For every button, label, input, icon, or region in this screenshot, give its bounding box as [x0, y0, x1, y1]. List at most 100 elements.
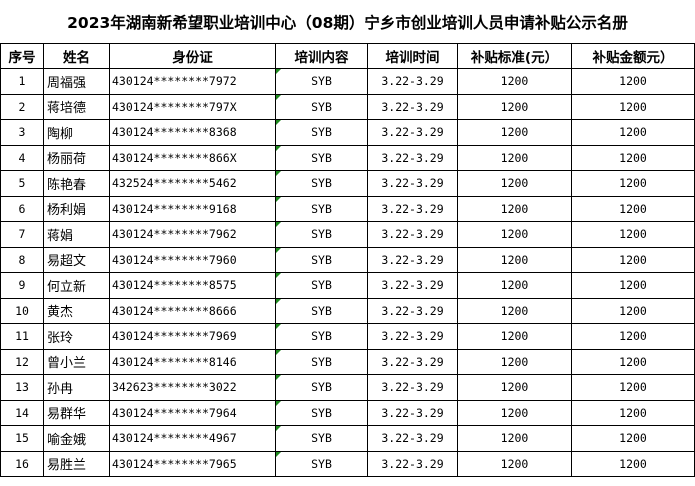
cell-standard[interactable]: 1200: [457, 399, 572, 426]
cell-id[interactable]: 430124********797X: [109, 93, 276, 120]
cell-no[interactable]: 12: [0, 348, 44, 375]
cell-standard[interactable]: 1200: [457, 195, 572, 222]
cell-name[interactable]: 孙冉: [43, 374, 110, 401]
cell-standard[interactable]: 1200: [457, 221, 572, 248]
cell-id[interactable]: 430124********4967: [109, 425, 276, 452]
cell-period[interactable]: 3.22-3.29: [367, 323, 458, 350]
cell-period[interactable]: 3.22-3.29: [367, 221, 458, 248]
cell-course[interactable]: SYB: [275, 374, 368, 401]
cell-name[interactable]: 蒋娟: [43, 221, 110, 248]
cell-amount[interactable]: 1200: [571, 399, 695, 426]
cell-amount[interactable]: 1200: [571, 170, 695, 197]
cell-amount[interactable]: 1200: [571, 374, 695, 401]
cell-course[interactable]: SYB: [275, 221, 368, 248]
cell-period[interactable]: 3.22-3.29: [367, 93, 458, 120]
cell-period[interactable]: 3.22-3.29: [367, 425, 458, 452]
cell-name[interactable]: 杨利娟: [43, 195, 110, 222]
cell-course[interactable]: SYB: [275, 272, 368, 299]
cell-amount[interactable]: 1200: [571, 297, 695, 324]
cell-standard[interactable]: 1200: [457, 68, 572, 95]
cell-standard[interactable]: 1200: [457, 272, 572, 299]
cell-amount[interactable]: 1200: [571, 272, 695, 299]
cell-period[interactable]: 3.22-3.29: [367, 399, 458, 426]
cell-period[interactable]: 3.22-3.29: [367, 119, 458, 146]
cell-no[interactable]: 14: [0, 399, 44, 426]
cell-no[interactable]: 13: [0, 374, 44, 401]
cell-amount[interactable]: 1200: [571, 195, 695, 222]
cell-no[interactable]: 8: [0, 246, 44, 273]
cell-name[interactable]: 曾小兰: [43, 348, 110, 375]
cell-name[interactable]: 何立新: [43, 272, 110, 299]
cell-standard[interactable]: 1200: [457, 170, 572, 197]
cell-course[interactable]: SYB: [275, 144, 368, 171]
cell-id[interactable]: 430124********8146: [109, 348, 276, 375]
cell-name[interactable]: 杨丽荷: [43, 144, 110, 171]
cell-amount[interactable]: 1200: [571, 68, 695, 95]
cell-standard[interactable]: 1200: [457, 323, 572, 350]
cell-course[interactable]: SYB: [275, 425, 368, 452]
cell-period[interactable]: 3.22-3.29: [367, 144, 458, 171]
cell-no[interactable]: 10: [0, 297, 44, 324]
cell-amount[interactable]: 1200: [571, 425, 695, 452]
cell-standard[interactable]: 1200: [457, 119, 572, 146]
cell-name[interactable]: 张玲: [43, 323, 110, 350]
cell-amount[interactable]: 1200: [571, 93, 695, 120]
cell-course[interactable]: SYB: [275, 68, 368, 95]
cell-period[interactable]: 3.22-3.29: [367, 297, 458, 324]
cell-amount[interactable]: 1200: [571, 221, 695, 248]
cell-amount[interactable]: 1200: [571, 348, 695, 375]
cell-no[interactable]: 3: [0, 119, 44, 146]
cell-course[interactable]: SYB: [275, 399, 368, 426]
cell-id[interactable]: 430124********7962: [109, 221, 276, 248]
cell-period[interactable]: 3.22-3.29: [367, 348, 458, 375]
cell-amount[interactable]: 1200: [571, 144, 695, 171]
cell-course[interactable]: SYB: [275, 246, 368, 273]
cell-course[interactable]: SYB: [275, 348, 368, 375]
cell-name[interactable]: 陶柳: [43, 119, 110, 146]
cell-id[interactable]: 430124********7964: [109, 399, 276, 426]
cell-id[interactable]: 430124********866X: [109, 144, 276, 171]
cell-no[interactable]: 5: [0, 170, 44, 197]
cell-period[interactable]: 3.22-3.29: [367, 246, 458, 273]
cell-id[interactable]: 430124********8666: [109, 297, 276, 324]
cell-amount[interactable]: 1200: [571, 246, 695, 273]
cell-standard[interactable]: 1200: [457, 425, 572, 452]
cell-standard[interactable]: 1200: [457, 297, 572, 324]
cell-standard[interactable]: 1200: [457, 246, 572, 273]
cell-id[interactable]: 430124********9168: [109, 195, 276, 222]
cell-name[interactable]: 陈艳春: [43, 170, 110, 197]
cell-period[interactable]: 3.22-3.29: [367, 195, 458, 222]
cell-course[interactable]: SYB: [275, 323, 368, 350]
cell-standard[interactable]: 1200: [457, 93, 572, 120]
cell-id[interactable]: 432524********5462: [109, 170, 276, 197]
cell-no[interactable]: 6: [0, 195, 44, 222]
cell-course[interactable]: SYB: [275, 297, 368, 324]
cell-period[interactable]: 3.22-3.29: [367, 68, 458, 95]
cell-name[interactable]: 黄杰: [43, 297, 110, 324]
cell-no[interactable]: 4: [0, 144, 44, 171]
cell-standard[interactable]: 1200: [457, 348, 572, 375]
cell-course[interactable]: SYB: [275, 93, 368, 120]
cell-amount[interactable]: 1200: [571, 323, 695, 350]
cell-name[interactable]: 喻金娥: [43, 425, 110, 452]
cell-standard[interactable]: 1200: [457, 374, 572, 401]
cell-no[interactable]: 1: [0, 68, 44, 95]
cell-no[interactable]: 7: [0, 221, 44, 248]
cell-no[interactable]: 11: [0, 323, 44, 350]
cell-course[interactable]: SYB: [275, 450, 368, 477]
cell-name[interactable]: 周福强: [43, 68, 110, 95]
cell-period[interactable]: 3.22-3.29: [367, 272, 458, 299]
cell-name[interactable]: 易群华: [43, 399, 110, 426]
cell-id[interactable]: 342623********3022: [109, 374, 276, 401]
cell-no[interactable]: 16: [0, 450, 44, 477]
cell-course[interactable]: SYB: [275, 195, 368, 222]
cell-period[interactable]: 3.22-3.29: [367, 374, 458, 401]
cell-id[interactable]: 430124********8575: [109, 272, 276, 299]
cell-no[interactable]: 15: [0, 425, 44, 452]
cell-no[interactable]: 2: [0, 93, 44, 120]
cell-id[interactable]: 430124********7969: [109, 323, 276, 350]
cell-standard[interactable]: 1200: [457, 144, 572, 171]
cell-course[interactable]: SYB: [275, 119, 368, 146]
cell-name[interactable]: 易胜兰: [43, 450, 110, 477]
cell-name[interactable]: 蒋培德: [43, 93, 110, 120]
